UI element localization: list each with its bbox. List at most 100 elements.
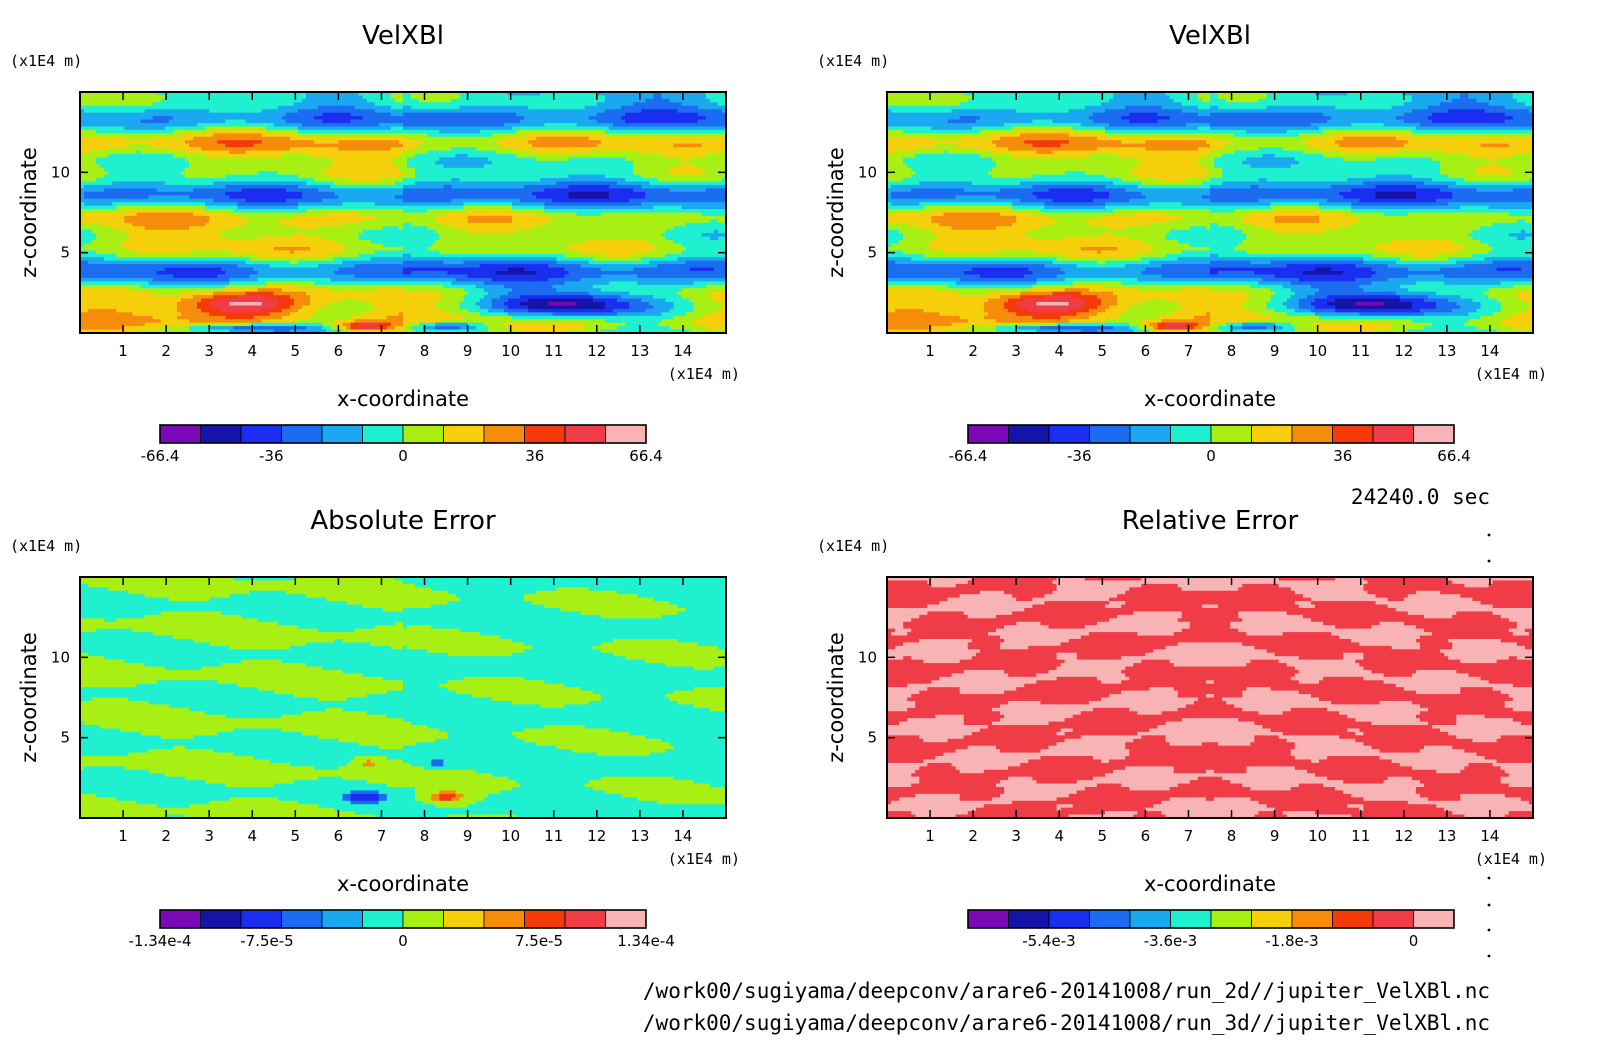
heatmap-cell	[298, 226, 319, 231]
heatmap-cell	[1117, 614, 1183, 619]
heatmap-cell	[1092, 112, 1130, 117]
heatmap-cell	[80, 614, 146, 619]
heatmap-cell	[80, 669, 344, 674]
heatmap-cell	[132, 312, 182, 317]
heatmap-cell	[721, 305, 726, 310]
heatmap-cell	[358, 92, 392, 97]
x-tick-label: 3	[204, 827, 214, 845]
heatmap-cell	[80, 769, 150, 774]
heatmap-cell	[427, 209, 469, 214]
heatmap-cell	[1032, 776, 1094, 781]
heatmap-cell	[1109, 618, 1179, 623]
heatmap-cell	[80, 656, 105, 661]
heatmap-cell	[1238, 718, 1356, 723]
colorbar-label: -7.5e-5	[240, 932, 293, 950]
heatmap-cell	[80, 790, 352, 795]
colorbar-label: -1.8e-3	[1265, 932, 1318, 950]
heatmap-cell	[326, 597, 461, 602]
heatmap-cell	[1096, 136, 1215, 141]
heatmap-cell	[1403, 119, 1433, 124]
heatmap-cell	[229, 797, 279, 802]
x-tick-label: 1	[925, 342, 935, 360]
x-tick-label: 7	[1184, 342, 1194, 360]
heatmap-cell	[1056, 219, 1086, 224]
heatmap-cell	[1121, 178, 1159, 183]
heatmap-cell	[1004, 590, 1054, 595]
heatmap-cell	[604, 302, 630, 307]
heatmap-cell	[144, 109, 210, 114]
heatmap-cell	[1294, 766, 1413, 771]
heatmap-cell	[1121, 680, 1207, 685]
heatmap-cell	[80, 181, 113, 186]
heatmap-cell	[608, 191, 646, 196]
heatmap-cell	[1165, 738, 1256, 743]
heatmap-cell	[1258, 98, 1413, 103]
heatmap-cell	[1314, 305, 1336, 310]
heatmap-cell	[709, 291, 726, 296]
heatmap-cell	[1105, 126, 1199, 131]
heatmap-cell	[1319, 288, 1365, 293]
heatmap-cell	[403, 178, 453, 183]
heatmap-cell	[1314, 291, 1397, 296]
heatmap-cell	[1512, 632, 1530, 637]
colorbar-swatch	[402, 909, 444, 929]
heatmap-cell	[600, 776, 675, 781]
heatmap-cell	[1359, 642, 1421, 647]
heatmap-cell	[1436, 804, 1533, 809]
heatmap-cell	[386, 315, 404, 320]
heatmap-cell	[403, 607, 562, 613]
heatmap-cell	[403, 92, 412, 97]
heatmap-cell	[1379, 749, 1421, 754]
x-tick-label: 14	[1480, 827, 1499, 845]
heatmap-cell	[1500, 735, 1533, 740]
heatmap-cell	[1105, 205, 1272, 210]
heatmap-cell	[524, 597, 654, 602]
heatmap-cell	[669, 697, 726, 702]
heatmap-cell	[931, 229, 1029, 234]
colorbar-frame	[159, 424, 647, 444]
heatmap-cell	[887, 759, 924, 764]
heatmap-cell	[350, 800, 380, 805]
heatmap-cell	[80, 116, 154, 121]
heatmap-cell	[225, 119, 247, 124]
heatmap-cell	[1242, 302, 1268, 307]
heatmap-cell	[495, 150, 533, 155]
heatmap-cell	[1210, 112, 1324, 117]
heatmap-cell	[887, 728, 981, 733]
heatmap-cell	[709, 783, 726, 788]
heatmap-cell	[996, 783, 1098, 788]
heatmap-cell	[1500, 690, 1533, 695]
heatmap-cell	[334, 271, 404, 276]
heatmap-cell	[407, 322, 420, 327]
heatmap-cell	[1177, 308, 1251, 313]
heatmap-cell	[1250, 212, 1344, 217]
heatmap-cell	[705, 153, 726, 159]
heatmap-cell	[887, 690, 920, 695]
heatmap-cell	[1129, 305, 1183, 310]
heatmap-cell	[273, 783, 388, 788]
heatmap-cell	[996, 143, 1033, 148]
colorbar-swatch	[443, 909, 485, 929]
heatmap-cell	[1516, 312, 1533, 317]
heatmap-cell	[1480, 302, 1502, 307]
heatmap-cell	[350, 793, 380, 798]
heatmap-cell	[205, 780, 295, 785]
heatmap-cell	[1036, 277, 1066, 282]
heatmap-cell	[959, 102, 1102, 107]
heatmap-cell	[435, 215, 469, 220]
heatmap-cell	[201, 147, 291, 152]
heatmap-cell	[532, 645, 594, 650]
heatmap-cell	[1117, 594, 1304, 599]
heatmap-cell	[1125, 742, 1171, 747]
heatmap-cell	[1472, 738, 1498, 743]
heatmap-cell	[229, 302, 263, 307]
heatmap-cell	[923, 308, 985, 313]
heatmap-cell	[625, 119, 699, 124]
heatmap-cell	[887, 295, 1001, 300]
footer-path-2d: /work00/sugiyama/deepconv/arare6-2014100…	[643, 979, 1490, 1003]
heatmap-cell	[959, 116, 981, 121]
heatmap-cell	[386, 793, 416, 798]
heatmap-cell	[1008, 776, 1033, 781]
heatmap-cell	[180, 171, 259, 176]
heatmap-cell	[322, 322, 335, 327]
